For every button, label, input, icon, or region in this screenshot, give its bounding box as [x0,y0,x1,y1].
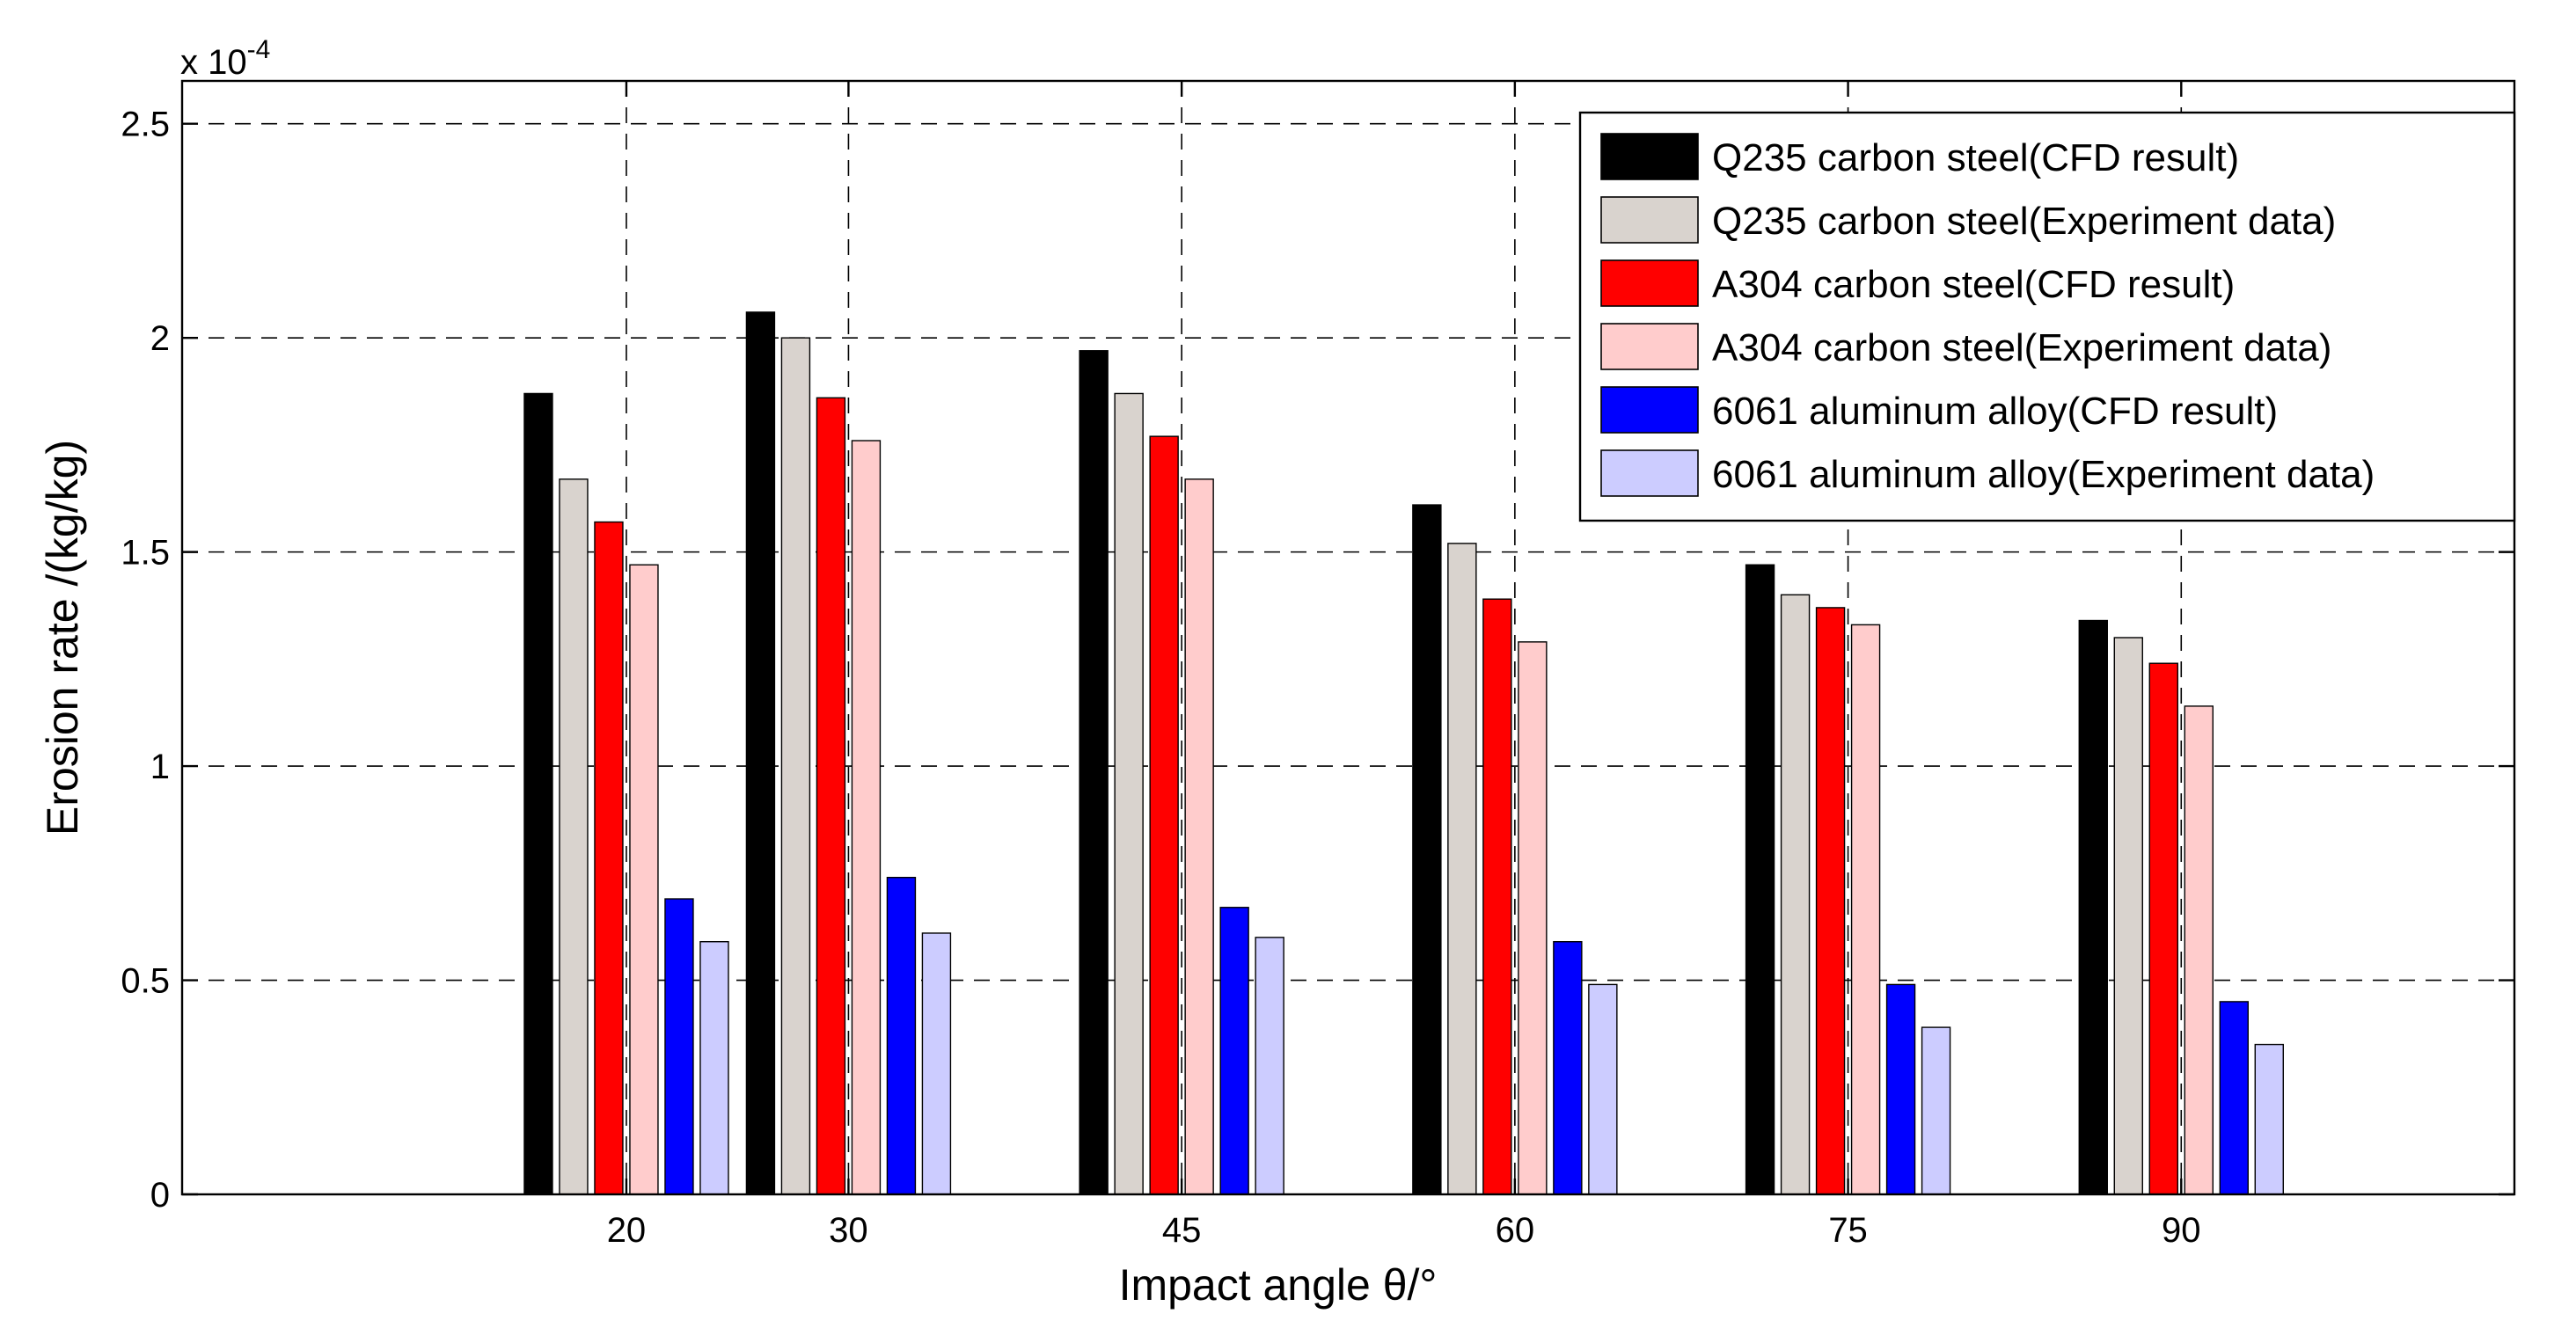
bar-series-1-angle-75 [1780,594,1811,1195]
bar-series-2-angle-20 [594,521,624,1195]
y-axis-exponent-base: x 10 [180,43,247,82]
y-tick-label-1: 0.5 [121,962,170,1001]
legend-swatch-5 [1600,449,1699,497]
bar-series-1-angle-45 [1114,392,1144,1195]
legend-label-3: A304 carbon steel(Experiment data) [1712,326,2331,369]
bar-series-3-angle-60 [1518,641,1548,1195]
bar-series-4-angle-90 [2219,1001,2249,1195]
bar-series-4-angle-30 [886,876,917,1195]
bar-series-0-angle-30 [745,311,776,1195]
bar-series-1-angle-30 [780,337,811,1195]
bar-series-4-angle-45 [1219,907,1249,1195]
legend-label-1: Q235 carbon steel(Experiment data) [1712,200,2336,243]
y-tick-label-3: 1.5 [121,534,170,573]
bars [523,311,2284,1195]
bar-series-5-angle-60 [1588,983,1618,1195]
x-tick-label-2: 45 [1162,1211,1202,1250]
bar-series-3-angle-45 [1184,478,1214,1195]
bar-series-0-angle-45 [1079,350,1109,1195]
y-axis-exponent-power: -4 [247,35,271,64]
grid-lines [182,81,2514,1194]
x-tick-label-3: 60 [1496,1211,1535,1250]
bar-series-5-angle-75 [1921,1026,1951,1195]
bar-series-0-angle-60 [1412,504,1442,1195]
bar-series-2-angle-60 [1482,598,1512,1195]
y-axis-exponent: x 10-4 [180,35,270,82]
legend-swatch-3 [1600,323,1699,370]
bar-series-1-angle-90 [2113,637,2143,1195]
bar-series-5-angle-45 [1255,937,1284,1195]
bar-series-2-angle-75 [1815,607,1846,1195]
legend-swatch-0 [1600,133,1699,180]
legend-swatch-4 [1600,386,1699,434]
bar-series-3-angle-90 [2184,705,2214,1195]
bar-series-3-angle-30 [851,440,882,1195]
x-tick-label-0: 20 [607,1211,647,1250]
bar-series-5-angle-30 [921,932,952,1195]
legend-label-2: A304 carbon steel(CFD result) [1712,263,2235,306]
bar-series-3-angle-75 [1850,624,1881,1195]
x-axis-title: Impact angle θ/° [1119,1260,1438,1310]
legend-label-4: 6061 aluminum alloy(CFD result) [1712,390,2278,433]
y-tick-label-4: 2 [150,319,170,358]
x-tick-label-4: 75 [1828,1211,1868,1250]
bar-series-4-angle-20 [664,898,694,1195]
ticks: 0 0.5 1 1.5 2 2.5 20 30 45 60 75 90 [121,81,2514,1250]
legend-swatch-1 [1600,196,1699,244]
bar-series-2-angle-30 [816,397,846,1195]
bar-series-3-angle-20 [629,564,659,1195]
bar-series-0-angle-20 [523,392,553,1195]
bar-series-0-angle-90 [2078,619,2108,1195]
legend-label-0: Q235 carbon steel(CFD result) [1712,136,2239,179]
y-tick-label-2: 1 [150,748,170,786]
y-axis-title: Erosion rate /(kg/kg) [38,440,87,836]
bar-series-5-angle-90 [2254,1043,2284,1195]
bar-series-5-angle-20 [699,941,729,1195]
bar-series-0-angle-75 [1745,564,1775,1195]
legend-label-5: 6061 aluminum alloy(Experiment data) [1712,453,2375,496]
bar-series-2-angle-45 [1149,435,1179,1195]
bar-series-1-angle-20 [559,478,589,1195]
x-tick-label-5: 90 [2162,1211,2201,1250]
bar-series-4-angle-75 [1885,983,1916,1195]
legend: Q235 carbon steel(CFD result) Q235 carbon… [1578,111,2516,522]
bar-series-1-angle-60 [1447,543,1477,1195]
y-tick-label-0: 0 [150,1176,170,1215]
y-tick-label-5: 2.5 [121,106,170,144]
plot-frame [180,79,2516,1196]
x-tick-label-1: 30 [829,1211,868,1250]
legend-box [1578,111,2516,522]
legend-swatch-2 [1600,259,1699,307]
bar-series-4-angle-60 [1553,941,1583,1195]
bar-series-2-angle-90 [2148,662,2178,1195]
